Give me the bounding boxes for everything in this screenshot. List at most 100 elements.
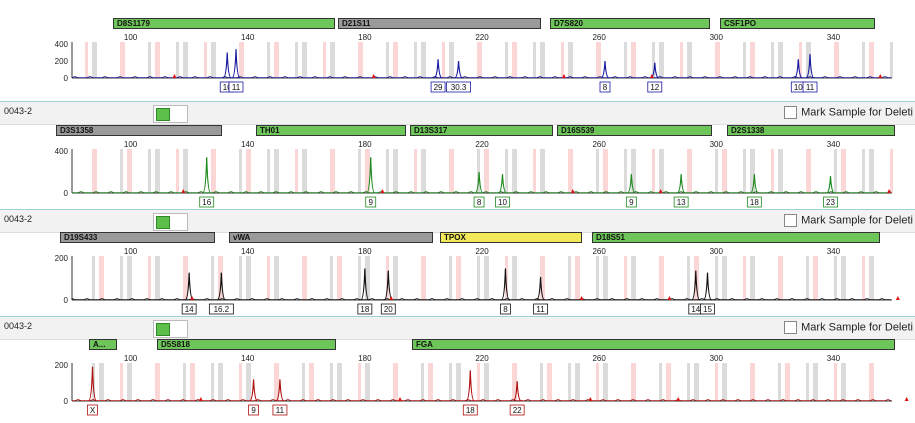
allele-bin	[218, 363, 223, 401]
allele-bin	[778, 149, 783, 193]
allele-call-box	[365, 196, 377, 208]
peak	[474, 171, 484, 194]
allele-bin	[715, 363, 718, 401]
allele-bin	[330, 149, 335, 193]
peak	[676, 174, 686, 194]
allele-bin	[274, 149, 279, 193]
x-tick-label: 100	[124, 140, 138, 149]
sample-header: 0043-2 Mark Sample for Deleti	[0, 209, 915, 233]
stutter-marker	[878, 74, 883, 78]
locus-bin[interactable]: TPOX	[440, 232, 582, 243]
peak	[454, 60, 463, 79]
locus-bin[interactable]: vWA	[229, 232, 433, 243]
locus-bin[interactable]: D16S539	[557, 125, 712, 136]
allele-call-box	[181, 303, 197, 315]
allele-call-box	[380, 303, 396, 315]
stutter-marker	[676, 397, 681, 401]
allele-bin	[302, 256, 307, 300]
locus-bin[interactable]: FGA	[412, 339, 895, 350]
baseline-trace	[71, 76, 891, 78]
locus-bin[interactable]: D13S317	[410, 125, 553, 136]
allele-bin	[806, 42, 811, 78]
allele-bin	[183, 363, 186, 401]
locus-bin[interactable]: D7S820	[550, 18, 710, 29]
allele-bin	[484, 363, 489, 401]
allele-call-box	[87, 404, 98, 416]
allele-call-box	[533, 303, 548, 315]
panel-black: D19S433 vWA TPOX D18S51 100 140 180 220 260 3…	[0, 231, 915, 317]
deletion-checkbox[interactable]	[784, 106, 798, 119]
locus-bin[interactable]: D18S51	[592, 232, 880, 243]
allele-bin	[477, 256, 480, 300]
flag-indicator	[156, 216, 170, 229]
locus-bin[interactable]: D5S818	[157, 339, 336, 350]
x-tick-label: 100	[124, 33, 138, 42]
locus-bin[interactable]: D19S433	[60, 232, 215, 243]
x-tick-label: 300	[710, 247, 724, 256]
sample-flag[interactable]	[153, 213, 188, 231]
mark-sample-for-deletion[interactable]: Mark Sample for Deleti	[784, 214, 913, 227]
locus-bin[interactable]: CSF1PO	[720, 18, 875, 29]
allele-bin	[155, 149, 160, 193]
allele-call-box	[647, 81, 663, 93]
allele-call-label: 13	[677, 198, 686, 207]
allele-bin	[505, 256, 508, 300]
peak	[498, 174, 507, 194]
allele-bin	[512, 149, 517, 193]
allele-bin	[239, 256, 242, 300]
allele-bin	[442, 42, 445, 78]
allele-bin	[148, 42, 151, 78]
x-tick-label: 260	[592, 247, 606, 256]
allele-bin	[365, 363, 370, 401]
allele-bin	[85, 42, 88, 78]
allele-bin	[869, 256, 874, 300]
allele-call-label: 11	[806, 83, 815, 92]
peak	[360, 268, 370, 301]
allele-bin	[183, 256, 188, 300]
x-tick-label: 180	[358, 140, 372, 149]
allele-bin	[358, 42, 363, 78]
allele-bin	[841, 363, 846, 401]
allele-call-label: 22	[513, 406, 522, 415]
allele-bin	[421, 363, 424, 401]
locus-bin[interactable]: D8S1179	[113, 18, 335, 29]
sample-flag[interactable]	[153, 105, 188, 123]
allele-bin	[603, 363, 608, 401]
mark-sample-for-deletion[interactable]: Mark Sample for Deleti	[784, 106, 913, 119]
sample-header: 0043-2 Mark Sample for Deleti	[0, 101, 915, 125]
baseline-trace	[71, 191, 892, 193]
locus-bin[interactable]: D2S1338	[727, 125, 895, 136]
allele-bin	[120, 256, 123, 300]
allele-call-label: 18	[466, 406, 475, 415]
locus-bin[interactable]: TH01	[256, 125, 406, 136]
allele-bin	[540, 149, 545, 193]
allele-call-label: X	[90, 406, 96, 415]
electropherogram-black: 100 140 180 220 260 300 340 200 0 14 16.2 18 20 8 11 14…	[55, 247, 900, 315]
allele-bin	[575, 256, 580, 300]
allele-bin	[603, 149, 608, 193]
allele-call-label: 23	[826, 198, 835, 207]
stutter-marker	[570, 189, 575, 193]
sample-flag[interactable]	[153, 320, 188, 338]
y-tick-label: 0	[64, 296, 69, 305]
x-tick-label: 220	[475, 247, 489, 256]
allele-call-box	[673, 196, 689, 208]
deletion-checkbox[interactable]	[784, 321, 798, 334]
locus-bin[interactable]: D3S1358	[56, 125, 222, 136]
locus-bin[interactable]: D21S11	[338, 18, 541, 29]
x-tick-label: 180	[358, 247, 372, 256]
allele-call-box	[473, 196, 485, 208]
allele-bin	[239, 363, 242, 401]
locus-bin[interactable]: A...	[89, 339, 117, 350]
peak	[217, 272, 226, 301]
allele-bin	[148, 256, 151, 300]
allele-bin	[862, 42, 865, 78]
mark-sample-for-deletion[interactable]: Mark Sample for Deleti	[784, 321, 913, 334]
stutter-marker	[649, 74, 654, 78]
stutter-marker	[579, 296, 584, 300]
y-tick-label: 400	[55, 40, 69, 49]
deletion-checkbox[interactable]	[784, 214, 798, 227]
electropherogram-green: 100 140 180 220 260 300 340 400 0 16 9 8 10 9 13 18 23	[55, 140, 893, 208]
mark-label: Mark Sample for Deleti	[801, 214, 913, 227]
peak	[465, 370, 475, 402]
